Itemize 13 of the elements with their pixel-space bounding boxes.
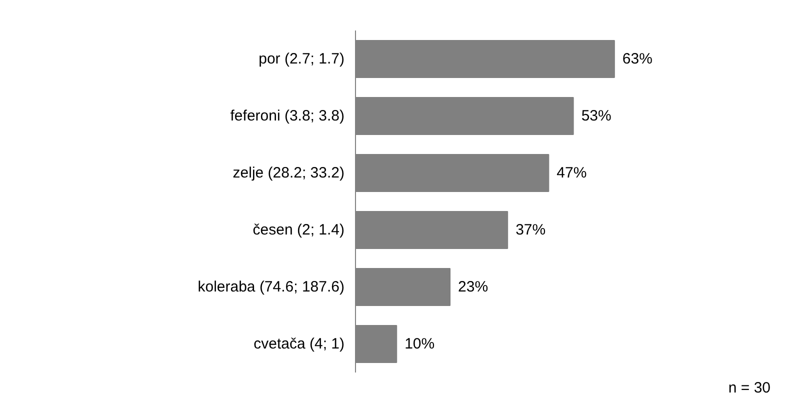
data-label: 10% [404,336,435,352]
y-tick-label: cvetača (4; 1) [254,336,345,352]
data-label: 37% [516,222,546,238]
y-tick-label: feferoni (3.8; 3.8) [230,108,345,124]
y-tick-label: česen (2; 1.4) [252,222,345,238]
text: n = 30 [728,380,771,396]
data-label: 23% [458,278,488,296]
data-label: 53% [581,108,612,124]
y-tick-label: por (2.7; 1.7) [258,50,345,68]
y-tick-label: zelje (28.2; 33.2) [232,164,345,182]
data-label: 63% [622,50,652,68]
y-tick-label: koleraba (74.6; 187.6) [198,278,345,296]
data-label: 47% [556,164,587,182]
